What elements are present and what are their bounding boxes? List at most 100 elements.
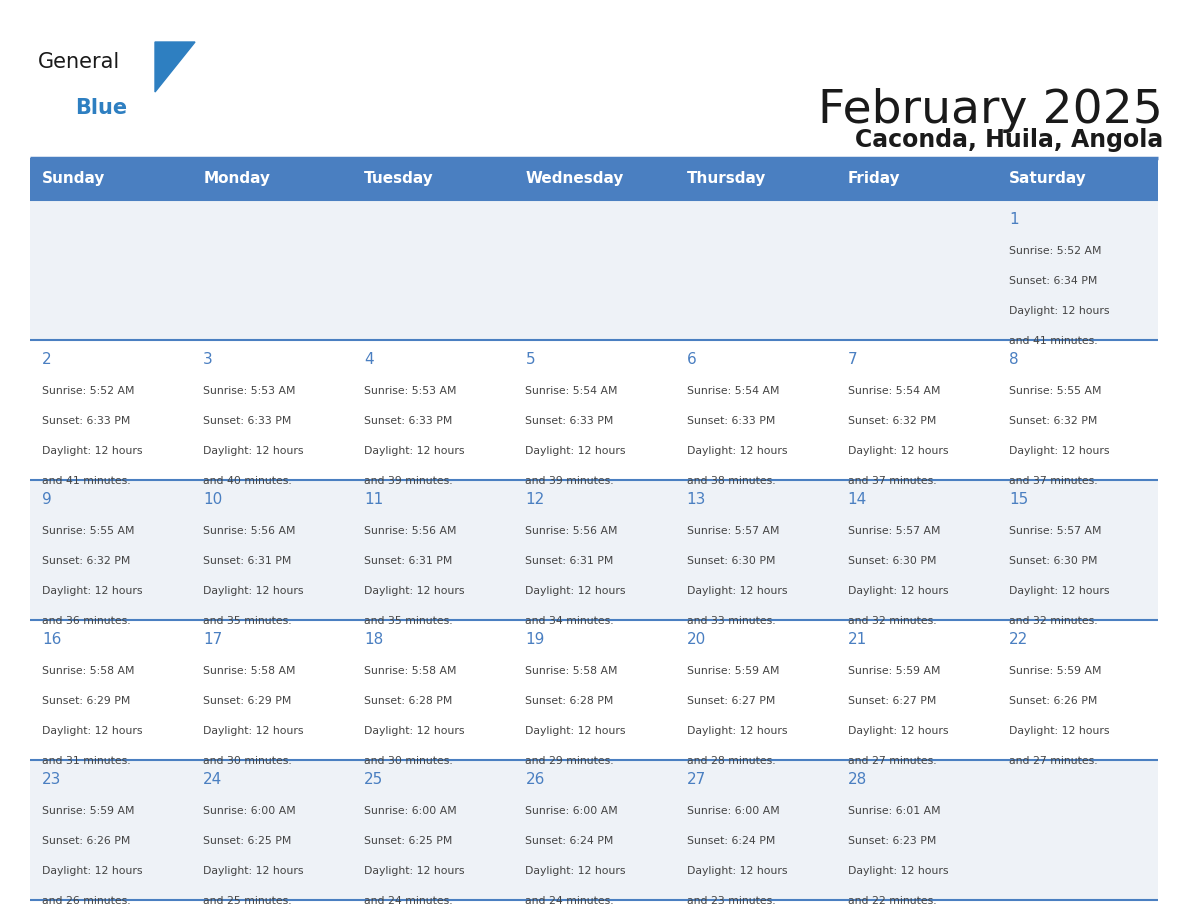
- Text: February 2025: February 2025: [819, 88, 1163, 133]
- Text: 18: 18: [365, 632, 384, 647]
- Text: Sunset: 6:28 PM: Sunset: 6:28 PM: [525, 696, 614, 706]
- Text: Sunrise: 5:56 AM: Sunrise: 5:56 AM: [203, 526, 296, 536]
- Text: Daylight: 12 hours: Daylight: 12 hours: [848, 866, 948, 876]
- Text: Sunrise: 6:00 AM: Sunrise: 6:00 AM: [525, 806, 618, 816]
- Text: Monday: Monday: [203, 172, 270, 186]
- Text: Sunrise: 5:55 AM: Sunrise: 5:55 AM: [42, 526, 134, 536]
- Text: 24: 24: [203, 772, 222, 787]
- Text: Sunrise: 5:54 AM: Sunrise: 5:54 AM: [525, 386, 618, 396]
- Text: Daylight: 12 hours: Daylight: 12 hours: [687, 446, 788, 456]
- Text: Daylight: 12 hours: Daylight: 12 hours: [525, 726, 626, 736]
- Text: 7: 7: [848, 352, 858, 367]
- Text: Daylight: 12 hours: Daylight: 12 hours: [687, 586, 788, 596]
- Text: Sunrise: 5:58 AM: Sunrise: 5:58 AM: [203, 666, 296, 676]
- Text: and 31 minutes.: and 31 minutes.: [42, 756, 131, 766]
- Text: Blue: Blue: [75, 98, 127, 118]
- Text: Daylight: 12 hours: Daylight: 12 hours: [42, 726, 143, 736]
- Text: Sunset: 6:33 PM: Sunset: 6:33 PM: [365, 416, 453, 426]
- Bar: [30, 620, 1158, 760]
- Text: Sunset: 6:33 PM: Sunset: 6:33 PM: [525, 416, 614, 426]
- Text: 16: 16: [42, 632, 62, 647]
- Text: 4: 4: [365, 352, 374, 367]
- Text: Sunset: 6:31 PM: Sunset: 6:31 PM: [365, 556, 453, 566]
- Text: Daylight: 12 hours: Daylight: 12 hours: [1009, 306, 1110, 316]
- Text: Sunrise: 5:55 AM: Sunrise: 5:55 AM: [1009, 386, 1101, 396]
- Text: and 33 minutes.: and 33 minutes.: [687, 616, 776, 626]
- Text: Tuesday: Tuesday: [365, 172, 434, 186]
- Text: and 27 minutes.: and 27 minutes.: [1009, 756, 1098, 766]
- Text: Thursday: Thursday: [687, 172, 766, 186]
- Text: 9: 9: [42, 492, 52, 507]
- Text: Sunset: 6:26 PM: Sunset: 6:26 PM: [42, 836, 131, 846]
- Text: Sunrise: 5:57 AM: Sunrise: 5:57 AM: [1009, 526, 1101, 536]
- Text: and 30 minutes.: and 30 minutes.: [365, 756, 453, 766]
- Text: and 39 minutes.: and 39 minutes.: [525, 476, 614, 486]
- Text: 12: 12: [525, 492, 544, 507]
- Text: 15: 15: [1009, 492, 1028, 507]
- Text: Sunrise: 6:00 AM: Sunrise: 6:00 AM: [687, 806, 779, 816]
- Text: Daylight: 12 hours: Daylight: 12 hours: [365, 726, 465, 736]
- Text: Daylight: 12 hours: Daylight: 12 hours: [203, 586, 304, 596]
- Text: Sunrise: 5:57 AM: Sunrise: 5:57 AM: [687, 526, 779, 536]
- Text: Sunrise: 6:00 AM: Sunrise: 6:00 AM: [365, 806, 457, 816]
- Text: Sunrise: 5:54 AM: Sunrise: 5:54 AM: [687, 386, 779, 396]
- Text: 11: 11: [365, 492, 384, 507]
- Text: Sunday: Sunday: [42, 172, 106, 186]
- Text: Sunrise: 5:59 AM: Sunrise: 5:59 AM: [687, 666, 779, 676]
- Text: 6: 6: [687, 352, 696, 367]
- Text: Sunrise: 6:01 AM: Sunrise: 6:01 AM: [848, 806, 941, 816]
- Text: Sunset: 6:32 PM: Sunset: 6:32 PM: [42, 556, 131, 566]
- Text: Daylight: 12 hours: Daylight: 12 hours: [203, 726, 304, 736]
- Text: 19: 19: [525, 632, 545, 647]
- Text: Daylight: 12 hours: Daylight: 12 hours: [42, 446, 143, 456]
- Text: Daylight: 12 hours: Daylight: 12 hours: [848, 446, 948, 456]
- Text: and 35 minutes.: and 35 minutes.: [365, 616, 453, 626]
- Text: Sunset: 6:28 PM: Sunset: 6:28 PM: [365, 696, 453, 706]
- Text: Daylight: 12 hours: Daylight: 12 hours: [1009, 446, 1110, 456]
- Text: 27: 27: [687, 772, 706, 787]
- Text: 14: 14: [848, 492, 867, 507]
- Text: Daylight: 12 hours: Daylight: 12 hours: [365, 866, 465, 876]
- Text: 10: 10: [203, 492, 222, 507]
- Text: Sunset: 6:33 PM: Sunset: 6:33 PM: [42, 416, 131, 426]
- Text: Sunset: 6:24 PM: Sunset: 6:24 PM: [525, 836, 614, 846]
- Text: Sunset: 6:32 PM: Sunset: 6:32 PM: [1009, 416, 1098, 426]
- Text: Sunset: 6:23 PM: Sunset: 6:23 PM: [848, 836, 936, 846]
- Text: Daylight: 12 hours: Daylight: 12 hours: [203, 446, 304, 456]
- Text: Sunset: 6:33 PM: Sunset: 6:33 PM: [687, 416, 775, 426]
- Text: and 41 minutes.: and 41 minutes.: [42, 476, 131, 486]
- Bar: [30, 480, 1158, 620]
- Text: Daylight: 12 hours: Daylight: 12 hours: [365, 586, 465, 596]
- Text: Daylight: 12 hours: Daylight: 12 hours: [203, 866, 304, 876]
- Text: 20: 20: [687, 632, 706, 647]
- Text: Sunrise: 5:58 AM: Sunrise: 5:58 AM: [525, 666, 618, 676]
- Text: Sunset: 6:27 PM: Sunset: 6:27 PM: [848, 696, 936, 706]
- Text: Sunrise: 5:52 AM: Sunrise: 5:52 AM: [42, 386, 134, 396]
- Text: Daylight: 12 hours: Daylight: 12 hours: [1009, 586, 1110, 596]
- Text: Sunset: 6:25 PM: Sunset: 6:25 PM: [365, 836, 453, 846]
- Text: Daylight: 12 hours: Daylight: 12 hours: [42, 586, 143, 596]
- Text: Sunrise: 5:54 AM: Sunrise: 5:54 AM: [848, 386, 940, 396]
- Text: Sunrise: 5:58 AM: Sunrise: 5:58 AM: [365, 666, 456, 676]
- Text: Saturday: Saturday: [1009, 172, 1087, 186]
- Text: Sunset: 6:31 PM: Sunset: 6:31 PM: [203, 556, 291, 566]
- Text: Sunrise: 5:58 AM: Sunrise: 5:58 AM: [42, 666, 134, 676]
- Text: 5: 5: [525, 352, 535, 367]
- Text: and 34 minutes.: and 34 minutes.: [525, 616, 614, 626]
- Text: Sunset: 6:29 PM: Sunset: 6:29 PM: [203, 696, 291, 706]
- Text: Friday: Friday: [848, 172, 901, 186]
- Text: and 27 minutes.: and 27 minutes.: [848, 756, 936, 766]
- Bar: [30, 158, 1158, 200]
- Bar: [30, 760, 1158, 900]
- Text: and 29 minutes.: and 29 minutes.: [525, 756, 614, 766]
- Text: and 24 minutes.: and 24 minutes.: [365, 896, 453, 906]
- Text: and 25 minutes.: and 25 minutes.: [203, 896, 292, 906]
- Text: Sunrise: 6:00 AM: Sunrise: 6:00 AM: [203, 806, 296, 816]
- Text: Sunrise: 5:59 AM: Sunrise: 5:59 AM: [42, 806, 134, 816]
- Text: 13: 13: [687, 492, 706, 507]
- Text: and 30 minutes.: and 30 minutes.: [203, 756, 292, 766]
- Text: 8: 8: [1009, 352, 1018, 367]
- Text: 3: 3: [203, 352, 213, 367]
- Text: and 37 minutes.: and 37 minutes.: [848, 476, 936, 486]
- Text: Daylight: 12 hours: Daylight: 12 hours: [525, 586, 626, 596]
